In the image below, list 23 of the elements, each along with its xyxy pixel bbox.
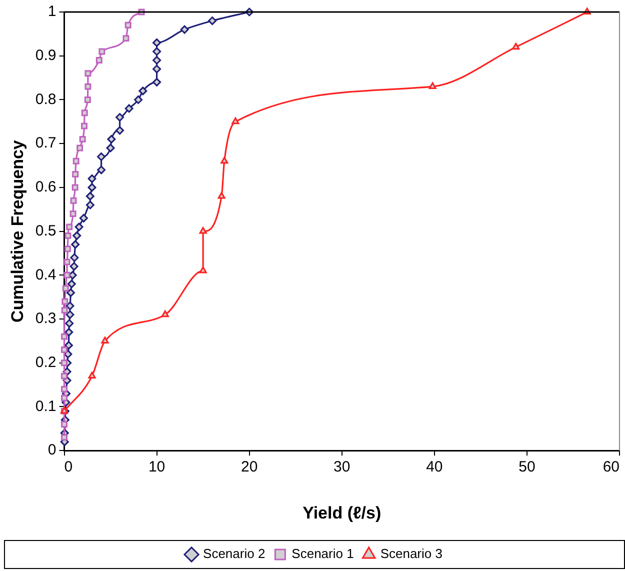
legend-label: Scenario 2 [203,546,266,562]
x-tick-label: 30 [334,458,350,476]
y-tick-label: 0.5 [35,222,56,240]
x-tick-label: 50 [518,458,536,476]
y-tick-label: 0.3 [35,310,56,328]
legend-label: Scenario 1 [292,546,354,562]
y-tick-label: 0.8 [35,90,56,108]
x-tick-label: 20 [240,458,258,476]
x-axis-title: Yield (ℓ/s) [302,503,382,522]
x-tick-label: 10 [148,458,166,476]
legend-label: Scenario 3 [380,546,442,562]
y-tick-label: 0.9 [35,47,56,64]
y-tick-label: 0.4 [35,266,56,284]
x-tick-label: 60 [602,458,620,476]
y-tick-label: 0.2 [35,354,56,372]
y-tick-label: 1 [48,3,56,20]
y-tick-label: 0.6 [35,178,56,196]
y-tick-label: 0.1 [35,398,56,415]
x-tick-label: 0 [64,458,73,476]
y-tick-label: 0.7 [35,134,56,152]
y-tick-label: 0 [48,442,56,459]
y-axis-title: Cumulative Frequency [8,140,27,322]
x-tick-label: 40 [426,458,443,476]
